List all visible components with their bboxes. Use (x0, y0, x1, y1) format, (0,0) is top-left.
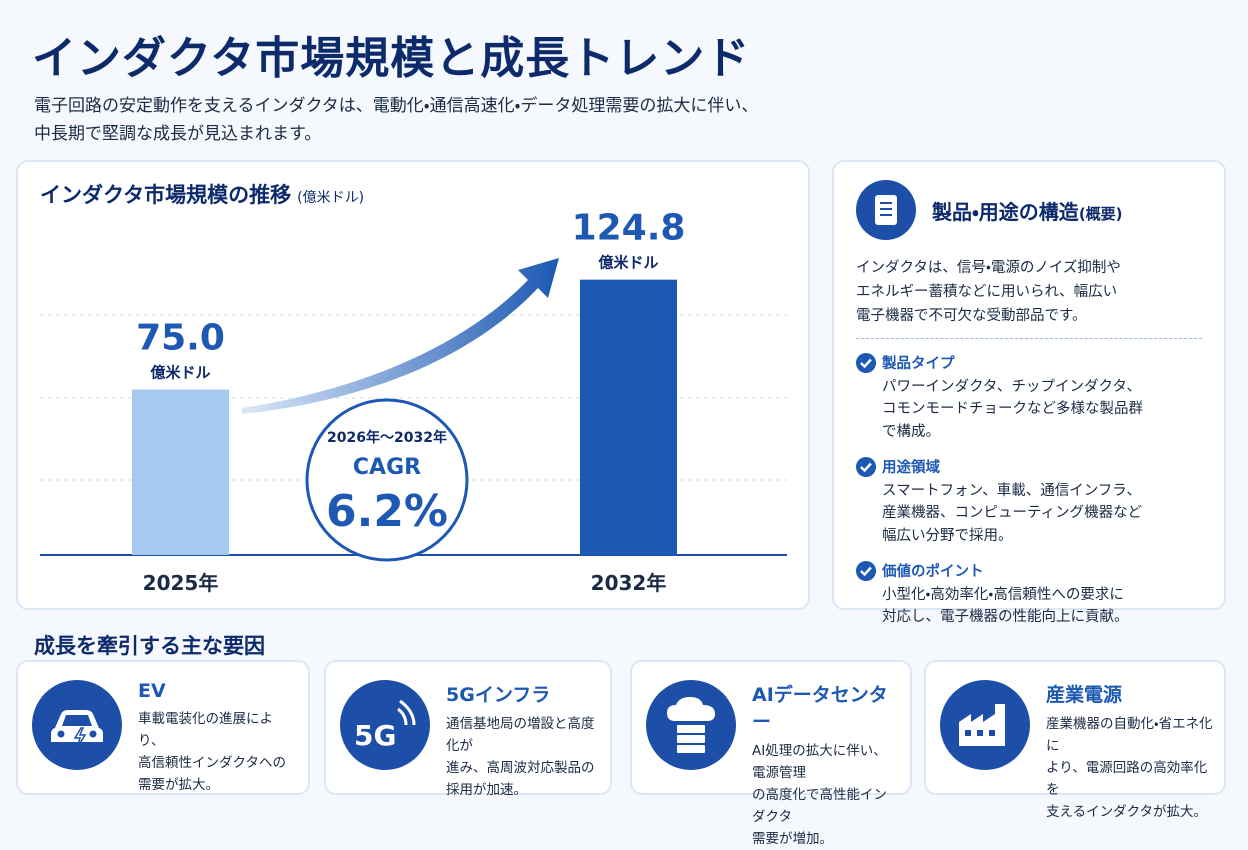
item-heading: 製品タイプ (882, 356, 955, 372)
cagr-label: CAGR (353, 455, 421, 480)
chart-card: インダクタ市場規模の推移 (億米ドル) 75.0 億米ドル 2025年 124.8 億米ド… (16, 160, 810, 610)
structure-card: 製品・用途の構造(概要) インダクタは、信号・電源のノイズ抑制や エネルギー蓄積な… (832, 160, 1226, 625)
structure-intro: インダクタは、信号・電源のノイズ抑制や エネルギー蓄積などに用いられ、幅広い 電子機… (856, 256, 1202, 339)
driver-body: 5Gインフラ通信基地局の増設と高度化が進み、高周波対応製品の 採用が加速。 (446, 680, 600, 798)
driver-body: EV 車載電装化の進展により、高信頼性インダクタへの 需要が拡大。 (138, 680, 298, 793)
bar (580, 279, 677, 555)
item-line: で構成。 (882, 423, 940, 440)
intro-line: インダクタは、信号・電源のノイズ抑制や (856, 260, 1121, 276)
doc-icon (856, 180, 916, 240)
trend-arrow (242, 258, 559, 414)
driver-card: 産業電源産業機器の自動化・省エネ化に より、電源回路の高効率化を支えるインダクタが… (924, 660, 1226, 820)
subtitle-line: 電子回路の安定動作を支えるインダクタは、電動化・通信高速化・データ処理需要の拡大… (34, 96, 759, 116)
value-label: 124.8 (572, 208, 686, 249)
item-line: 幅広い分野で採用。 (882, 527, 1013, 544)
driver-line: 進み、高周波対応製品の (446, 760, 595, 776)
driver-line: 産業機器の自動化・省エネ化に (1046, 716, 1213, 754)
driver-line: AI処理の拡大に伴い、電源管理 (752, 743, 887, 781)
driver-title: 5Gインフラ (446, 684, 551, 706)
chart: インダクタ市場規模の推移 (億米ドル) 75.0 億米ドル 2025年 124.8 億米ド… (40, 183, 787, 595)
driver-icon (32, 680, 122, 770)
value-label: 75.0 (136, 318, 225, 359)
driver-card: 5G 5Gインフラ通信基地局の増設と高度化が進み、高周波対応製品の 採用が加速。 (324, 660, 612, 798)
item-line: コモンモードチョークなど多様な製品群 (882, 401, 1143, 417)
item-body: 価値のポイント小型化・高効率化・高信頼性への要求に 対応し、電子機器の性能向上に貢… (882, 561, 1202, 629)
driver-title: AIデータセンター (752, 684, 888, 733)
item-line: 対応し、電子機器の性能向上に貢献。 (882, 609, 1129, 625)
cagr-period: 2026年〜2032年 (327, 429, 447, 446)
icon-graphic (51, 710, 103, 749)
intro-line: 電子機器で不可欠な受動部品です。 (856, 308, 1087, 324)
subtitle: 電子回路の安定動作を支えるインダクタは、電動化・通信高速化・データ処理需要の拡大… (34, 92, 758, 148)
driver-text: AI処理の拡大に伴い、電源管理 の高度化で高性能インダクタ需要が増加。 (752, 740, 900, 850)
bar (132, 389, 229, 555)
driver-line: より、電源回路の高効率化を (1046, 760, 1208, 798)
driver-icon: 5G (340, 680, 430, 770)
item-heading: 用途領域 (882, 460, 940, 476)
structure-title: 製品・用途の構造(概要) (932, 199, 1123, 224)
structure-item: 用途領域スマートフォン、車載、通信インフラ、 産業機器、コンピューティング機器など… (856, 457, 1202, 547)
driver-text: 車載電装化の進展により、高信頼性インダクタへの 需要が拡大。 (138, 708, 298, 796)
icon-label: 5G (354, 719, 396, 752)
driver-line: の高度化で高性能インダクタ (752, 787, 887, 825)
driver-line: 通信基地局の増設と高度化が (446, 716, 595, 754)
driver-card: EV 車載電装化の進展により、高信頼性インダクタへの 需要が拡大。 (16, 660, 310, 795)
driver-line: 車載電装化の進展により、 (138, 711, 273, 749)
item-heading: 価値のポイント (882, 564, 984, 580)
chart-title: インダクタ市場規模の推移 (億米ドル) (40, 183, 364, 207)
cagr-badge: 2026年〜2032年 CAGR 6.2% (305, 398, 469, 562)
cagr-value: 6.2% (326, 486, 448, 537)
value-unit: 億米ドル (597, 254, 658, 272)
driver-line: 需要が増加。 (752, 831, 833, 847)
driver-body: AIデータセンター AI処理の拡大に伴い、電源管理 の高度化で高性能インダクタ需要が… (752, 680, 900, 847)
icon-graphic: 5G (354, 699, 416, 752)
icon-graphic (667, 697, 715, 753)
driver-title: 産業電源 (1046, 684, 1123, 706)
page: インダクタ市場規模と成長トレンド 電子回路の安定動作を支えるインダクタは、電動化… (16, 33, 1226, 847)
driver-icon (646, 680, 736, 770)
structure-item: 製品タイプパワーインダクタ、チップインダクタ、 コモンモードチョークなど多様な製品… (856, 353, 1202, 443)
check-icon (856, 561, 876, 581)
x-tick-label: 2032年 (591, 571, 667, 595)
item-line: 小型化・高効率化・高信頼性への要求に (882, 586, 1124, 603)
check-icon (856, 457, 876, 477)
intro-line: エネルギー蓄積などに用いられ、幅広い (856, 284, 1118, 300)
driver-line: 支えるインダクタが拡大。 (1046, 804, 1208, 820)
item-line: スマートフォン、車載、通信インフラ、 (882, 482, 1141, 499)
structure-item: 価値のポイント小型化・高効率化・高信頼性への要求に 対応し、電子機器の性能向上に貢… (856, 561, 1202, 629)
subtitle-line: 中長期で堅調な成長が見込まれます。 (34, 124, 322, 144)
item-body: 用途領域スマートフォン、車載、通信インフラ、 産業機器、コンピューティング機器など… (882, 457, 1202, 547)
item-line: パワーインダクタ、チップインダクタ、 (882, 378, 1141, 395)
x-tick-label: 2025年 (143, 571, 219, 595)
item-line: 産業機器、コンピューティング機器など (882, 505, 1143, 521)
check-icon (856, 353, 876, 373)
driver-line: 高信頼性インダクタへの (138, 755, 286, 771)
value-unit: 億米ドル (149, 364, 210, 382)
driver-title: EV (138, 680, 166, 702)
driver-card: AIデータセンター AI処理の拡大に伴い、電源管理 の高度化で高性能インダクタ需要が… (630, 660, 912, 847)
driver-body: 産業電源産業機器の自動化・省エネ化に より、電源回路の高効率化を支えるインダクタが… (1046, 680, 1214, 820)
icon-graphic (959, 704, 1005, 746)
driver-line: 需要が拡大。 (138, 777, 219, 793)
driver-text: 通信基地局の増設と高度化が進み、高周波対応製品の 採用が加速。 (446, 713, 600, 801)
item-body: 製品タイプパワーインダクタ、チップインダクタ、 コモンモードチョークなど多様な製品… (882, 353, 1202, 443)
page-title: インダクタ市場規模と成長トレンド (32, 33, 751, 84)
driver-line: 採用が加速。 (446, 782, 527, 798)
drivers-title: 成長を牽引する主な要因 (34, 634, 265, 658)
driver-icon (940, 680, 1030, 770)
